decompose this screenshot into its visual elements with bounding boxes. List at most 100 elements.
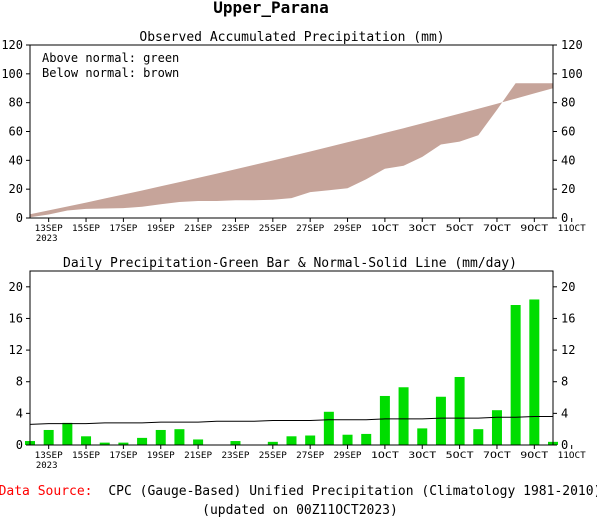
accum-xtick-label: 15SEP — [72, 224, 101, 234]
daily-xtick-label: 11OCT — [558, 451, 587, 461]
daily-precip-bar — [81, 436, 92, 445]
daily-xtick-year: 2023 — [36, 461, 58, 471]
accum-xtick-label: 21SEP — [184, 224, 213, 234]
accum-xtick-label: 13SEP — [35, 224, 64, 234]
daily-ytick-label-left: 4 — [16, 406, 23, 420]
daily-normal-line — [29, 416, 553, 425]
daily-bars-group — [25, 299, 558, 445]
daily-xtick-label: 5OCT — [446, 451, 475, 461]
accum-xtick-label: 1OCT — [371, 224, 400, 234]
accum-ytick-label-left: 20 — [9, 182, 23, 196]
daily-plot-frame — [29, 270, 554, 446]
accum-xtick-label: 23SEP — [221, 224, 250, 234]
daily-ytick-label-left: 20 — [9, 280, 23, 294]
daily-xtick-label: 27SEP — [296, 451, 325, 461]
page-title: Upper_Parana — [213, 0, 329, 17]
daily-xtick-label: 29SEP — [334, 451, 363, 461]
daily-precip-bar — [267, 441, 278, 445]
accum-xtick-label: 5OCT — [446, 224, 475, 234]
daily-precip-bar — [398, 387, 409, 445]
daily-xtick-label: 13SEP — [35, 451, 64, 461]
accum-xtick-label: 19SEP — [147, 224, 176, 234]
daily-precip-bar — [342, 434, 353, 445]
daily-xtick-label: 7OCT — [483, 451, 512, 461]
accum-ytick-label-right: 0 — [561, 211, 568, 225]
daily-ytick-label-right: 8 — [561, 375, 568, 389]
legend-below-normal: Below normal: brown — [42, 66, 179, 80]
data-source-text: CPC (Gauge-Based) Unified Precipitation … — [108, 484, 597, 499]
daily-precip-bar — [473, 429, 484, 445]
daily-precip-bar — [43, 429, 54, 445]
accum-ytick-label-left: 80 — [9, 96, 23, 110]
daily-ytick-label-left: 0 — [16, 438, 23, 452]
daily-precip-bar — [491, 410, 502, 445]
accum-ytick-label-right: 40 — [561, 153, 575, 167]
accum-xtick-label: 3OCT — [408, 224, 437, 234]
daily-precip-bar — [286, 436, 297, 445]
daily-ytick-label-right: 16 — [561, 311, 575, 325]
daily-xtick-label: 15SEP — [72, 451, 101, 461]
accum-chart-title: Observed Accumulated Precipitation (mm) — [139, 30, 444, 45]
accum-ytick-label-right: 100 — [561, 67, 583, 81]
daily-precip-bar — [529, 299, 540, 445]
accum-ytick-label-right: 20 — [561, 182, 575, 196]
daily-precip-bar — [174, 429, 185, 445]
daily-precip-bar — [510, 305, 521, 445]
daily-precip-bar — [379, 395, 390, 445]
daily-xtick-label: 17SEP — [109, 451, 138, 461]
daily-xtick-label: 3OCT — [408, 451, 437, 461]
daily-chart-title: Daily Precipitation-Green Bar & Normal-S… — [63, 256, 517, 271]
daily-precip-bar — [323, 411, 334, 445]
accum-xtick-label: 27SEP — [296, 224, 325, 234]
below-normal-area — [30, 83, 553, 218]
daily-ytick-label-right: 4 — [561, 406, 568, 420]
accum-ytick-label-left: 60 — [9, 125, 23, 139]
accum-area-group — [30, 83, 553, 218]
daily-precip-bar — [417, 428, 428, 445]
legend-above-normal: Above normal: green — [42, 51, 179, 65]
data-source-line: Data Source: CPC (Gauge-Based) Unified P… — [0, 484, 597, 499]
daily-xtick-label: 19SEP — [147, 451, 176, 461]
daily-precip-bar — [155, 429, 166, 445]
accum-ytick-label-left: 120 — [1, 38, 23, 52]
accum-xtick-label: 9OCT — [520, 224, 549, 234]
daily-xtick-label: 25SEP — [259, 451, 288, 461]
daily-precip-bar — [305, 435, 316, 445]
daily-precip-bar — [454, 376, 465, 445]
daily-precip-bar — [137, 437, 148, 445]
daily-precip-bar — [230, 441, 241, 445]
accum-ytick-label-right: 60 — [561, 125, 575, 139]
daily-ytick-label-right: 20 — [561, 280, 575, 294]
accum-ytick-label-right: 80 — [561, 96, 575, 110]
daily-precip-bar — [361, 433, 372, 445]
daily-ytick-label-right: 0 — [561, 438, 568, 452]
daily-xtick-label: 23SEP — [221, 451, 250, 461]
accum-xtick-year: 2023 — [36, 234, 58, 244]
daily-xtick-label: 1OCT — [371, 451, 400, 461]
accum-ytick-label-left: 40 — [9, 153, 23, 167]
accum-xtick-label: 29SEP — [334, 224, 363, 234]
accum-ytick-label-right: 120 — [561, 38, 583, 52]
daily-ytick-label-left: 8 — [16, 375, 23, 389]
daily-ytick-label-left: 12 — [9, 343, 23, 357]
daily-ytick-label-right: 12 — [561, 343, 575, 357]
updated-note: (updated on 00Z11OCT2023) — [202, 503, 398, 518]
daily-precip-bar — [193, 439, 204, 445]
accum-xtick-label: 25SEP — [259, 224, 288, 234]
data-source-label: Data Source: — [0, 484, 93, 499]
daily-ytick-label-left: 16 — [9, 311, 23, 325]
accum-ytick-label-left: 100 — [1, 67, 23, 81]
accum-xtick-label: 17SEP — [109, 224, 138, 234]
accum-xtick-label: 7OCT — [483, 224, 512, 234]
daily-precip-bar — [99, 442, 110, 445]
daily-xtick-label: 21SEP — [184, 451, 213, 461]
daily-precip-bar — [62, 422, 73, 445]
accum-ytick-label-left: 0 — [16, 211, 23, 225]
daily-xtick-label: 9OCT — [520, 451, 549, 461]
accum-xtick-label: 11OCT — [558, 224, 587, 234]
daily-precip-bar — [118, 442, 129, 445]
daily-precip-bar — [435, 396, 446, 445]
